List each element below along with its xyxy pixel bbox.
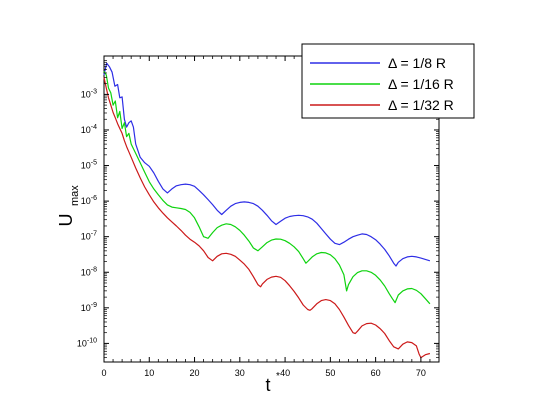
series-line-3 — [103, 77, 431, 359]
x-tick-label: 30 — [235, 368, 245, 378]
series-line-2 — [103, 70, 431, 305]
legend: Δ = 1/8 R Δ = 1/16 R Δ = 1/32 R — [301, 43, 475, 119]
y-tick-label: 10-10 — [77, 337, 97, 348]
y-tick-label: 10-4 — [81, 124, 97, 135]
x-tick-label: 10 — [144, 368, 154, 378]
y-axis-title: U max — [56, 185, 81, 227]
y-tick-label: 10-6 — [81, 195, 97, 206]
x-tick-label: 50 — [325, 368, 335, 378]
series-line-1 — [103, 62, 431, 267]
y-tick-label: 10-3 — [81, 88, 97, 99]
y-axis-title-sub: max — [69, 185, 81, 206]
x-axis-title-sup: * — [276, 371, 280, 382]
y-tick-label: 10-7 — [81, 231, 97, 242]
x-axis-title: t * — [265, 371, 280, 395]
y-tick-label: 10-5 — [81, 160, 97, 171]
y-axis-title-main: U — [56, 214, 76, 227]
legend-label-2: Δ = 1/16 R — [388, 76, 454, 92]
legend-label-1: Δ = 1/8 R — [388, 55, 446, 71]
y-tick-label: 10-8 — [81, 266, 97, 277]
x-axis-title-main: t — [265, 375, 270, 395]
x-tick-label: 0 — [101, 368, 106, 378]
x-tick-label: 70 — [416, 368, 426, 378]
y-axis-ticks: 10-10 10-9 10-8 10-7 10-6 10-5 10-4 10-3 — [77, 60, 439, 363]
y-tick-label: 10-9 — [81, 302, 97, 313]
x-tick-label: 40 — [280, 368, 290, 378]
series-layer — [103, 62, 431, 359]
x-tick-label: 60 — [371, 368, 381, 378]
x-tick-label: 20 — [190, 368, 200, 378]
legend-label-3: Δ = 1/32 R — [388, 97, 454, 113]
